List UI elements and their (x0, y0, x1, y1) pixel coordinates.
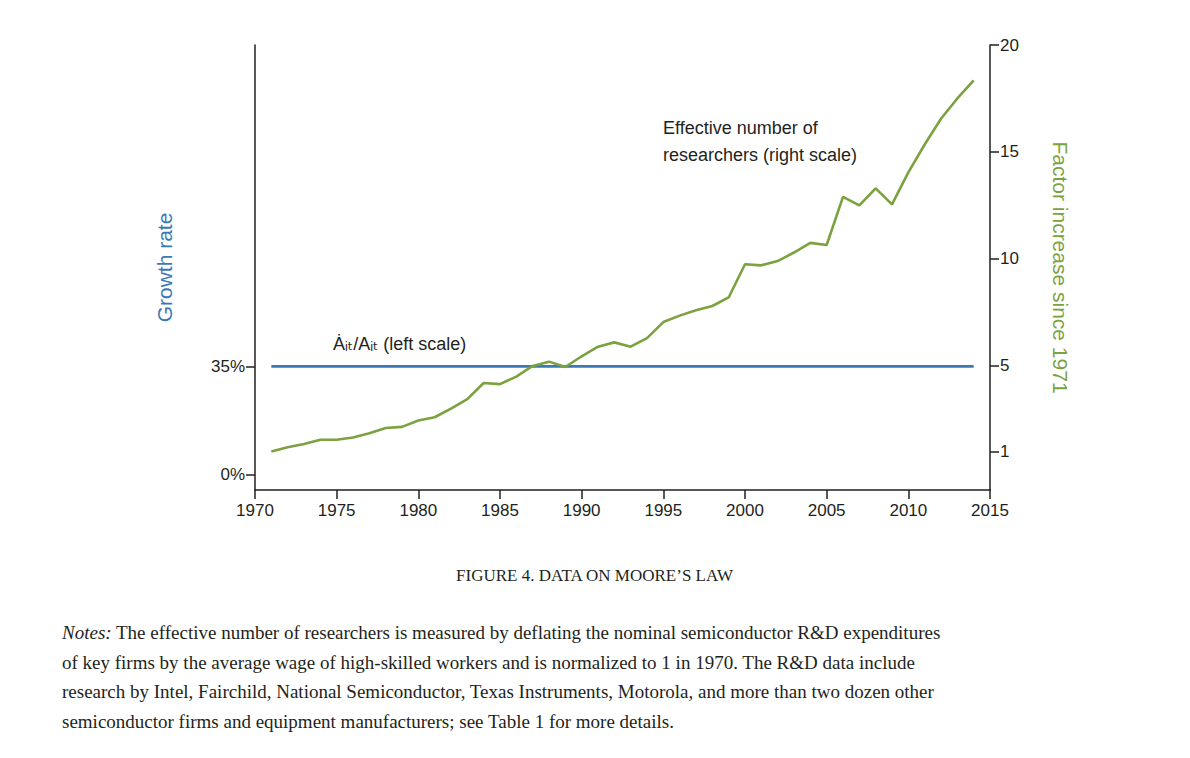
svg-text:researchers (right scale): researchers (right scale) (663, 145, 857, 165)
svg-text:0%: 0% (220, 465, 245, 484)
svg-text:2015: 2015 (971, 501, 1009, 520)
svg-text:2010: 2010 (889, 501, 927, 520)
svg-text:research by Intel, Fairchild,: research by Intel, Fairchild, National S… (62, 681, 935, 702)
svg-text:FIGURE 4. DATA ON MOORE’S LAW: FIGURE 4. DATA ON MOORE’S LAW (456, 566, 734, 585)
svg-text:The effective number of resear: The effective number of researchers is m… (112, 622, 941, 643)
svg-text:Factor increase since 1971: Factor increase since 1971 (1049, 141, 1072, 393)
svg-text:Growth rate: Growth rate (153, 213, 176, 323)
svg-text:10: 10 (1000, 249, 1019, 268)
svg-text:5: 5 (1000, 356, 1009, 375)
svg-text:2005: 2005 (808, 501, 846, 520)
svg-text:20: 20 (1000, 36, 1019, 55)
svg-text:Ȧᵢₜ/Aᵢₜ (left scale): Ȧᵢₜ/Aᵢₜ (left scale) (333, 334, 466, 354)
svg-text:1970: 1970 (236, 501, 274, 520)
svg-text:1990: 1990 (563, 501, 601, 520)
svg-text:semiconductor firms and equipm: semiconductor firms and equipment manufa… (62, 711, 674, 732)
svg-text:35%: 35% (211, 357, 245, 376)
svg-text:Notes:: Notes: (61, 622, 112, 643)
svg-text:Effective number of: Effective number of (663, 118, 819, 138)
svg-text:1: 1 (1000, 442, 1009, 461)
svg-text:1980: 1980 (399, 501, 437, 520)
svg-text:of key firms by the average wa: of key firms by the average wage of high… (62, 652, 915, 673)
svg-text:1995: 1995 (644, 501, 682, 520)
svg-text:1985: 1985 (481, 501, 519, 520)
svg-text:1975: 1975 (318, 501, 356, 520)
svg-text:15: 15 (1000, 142, 1019, 161)
svg-text:2000: 2000 (726, 501, 764, 520)
